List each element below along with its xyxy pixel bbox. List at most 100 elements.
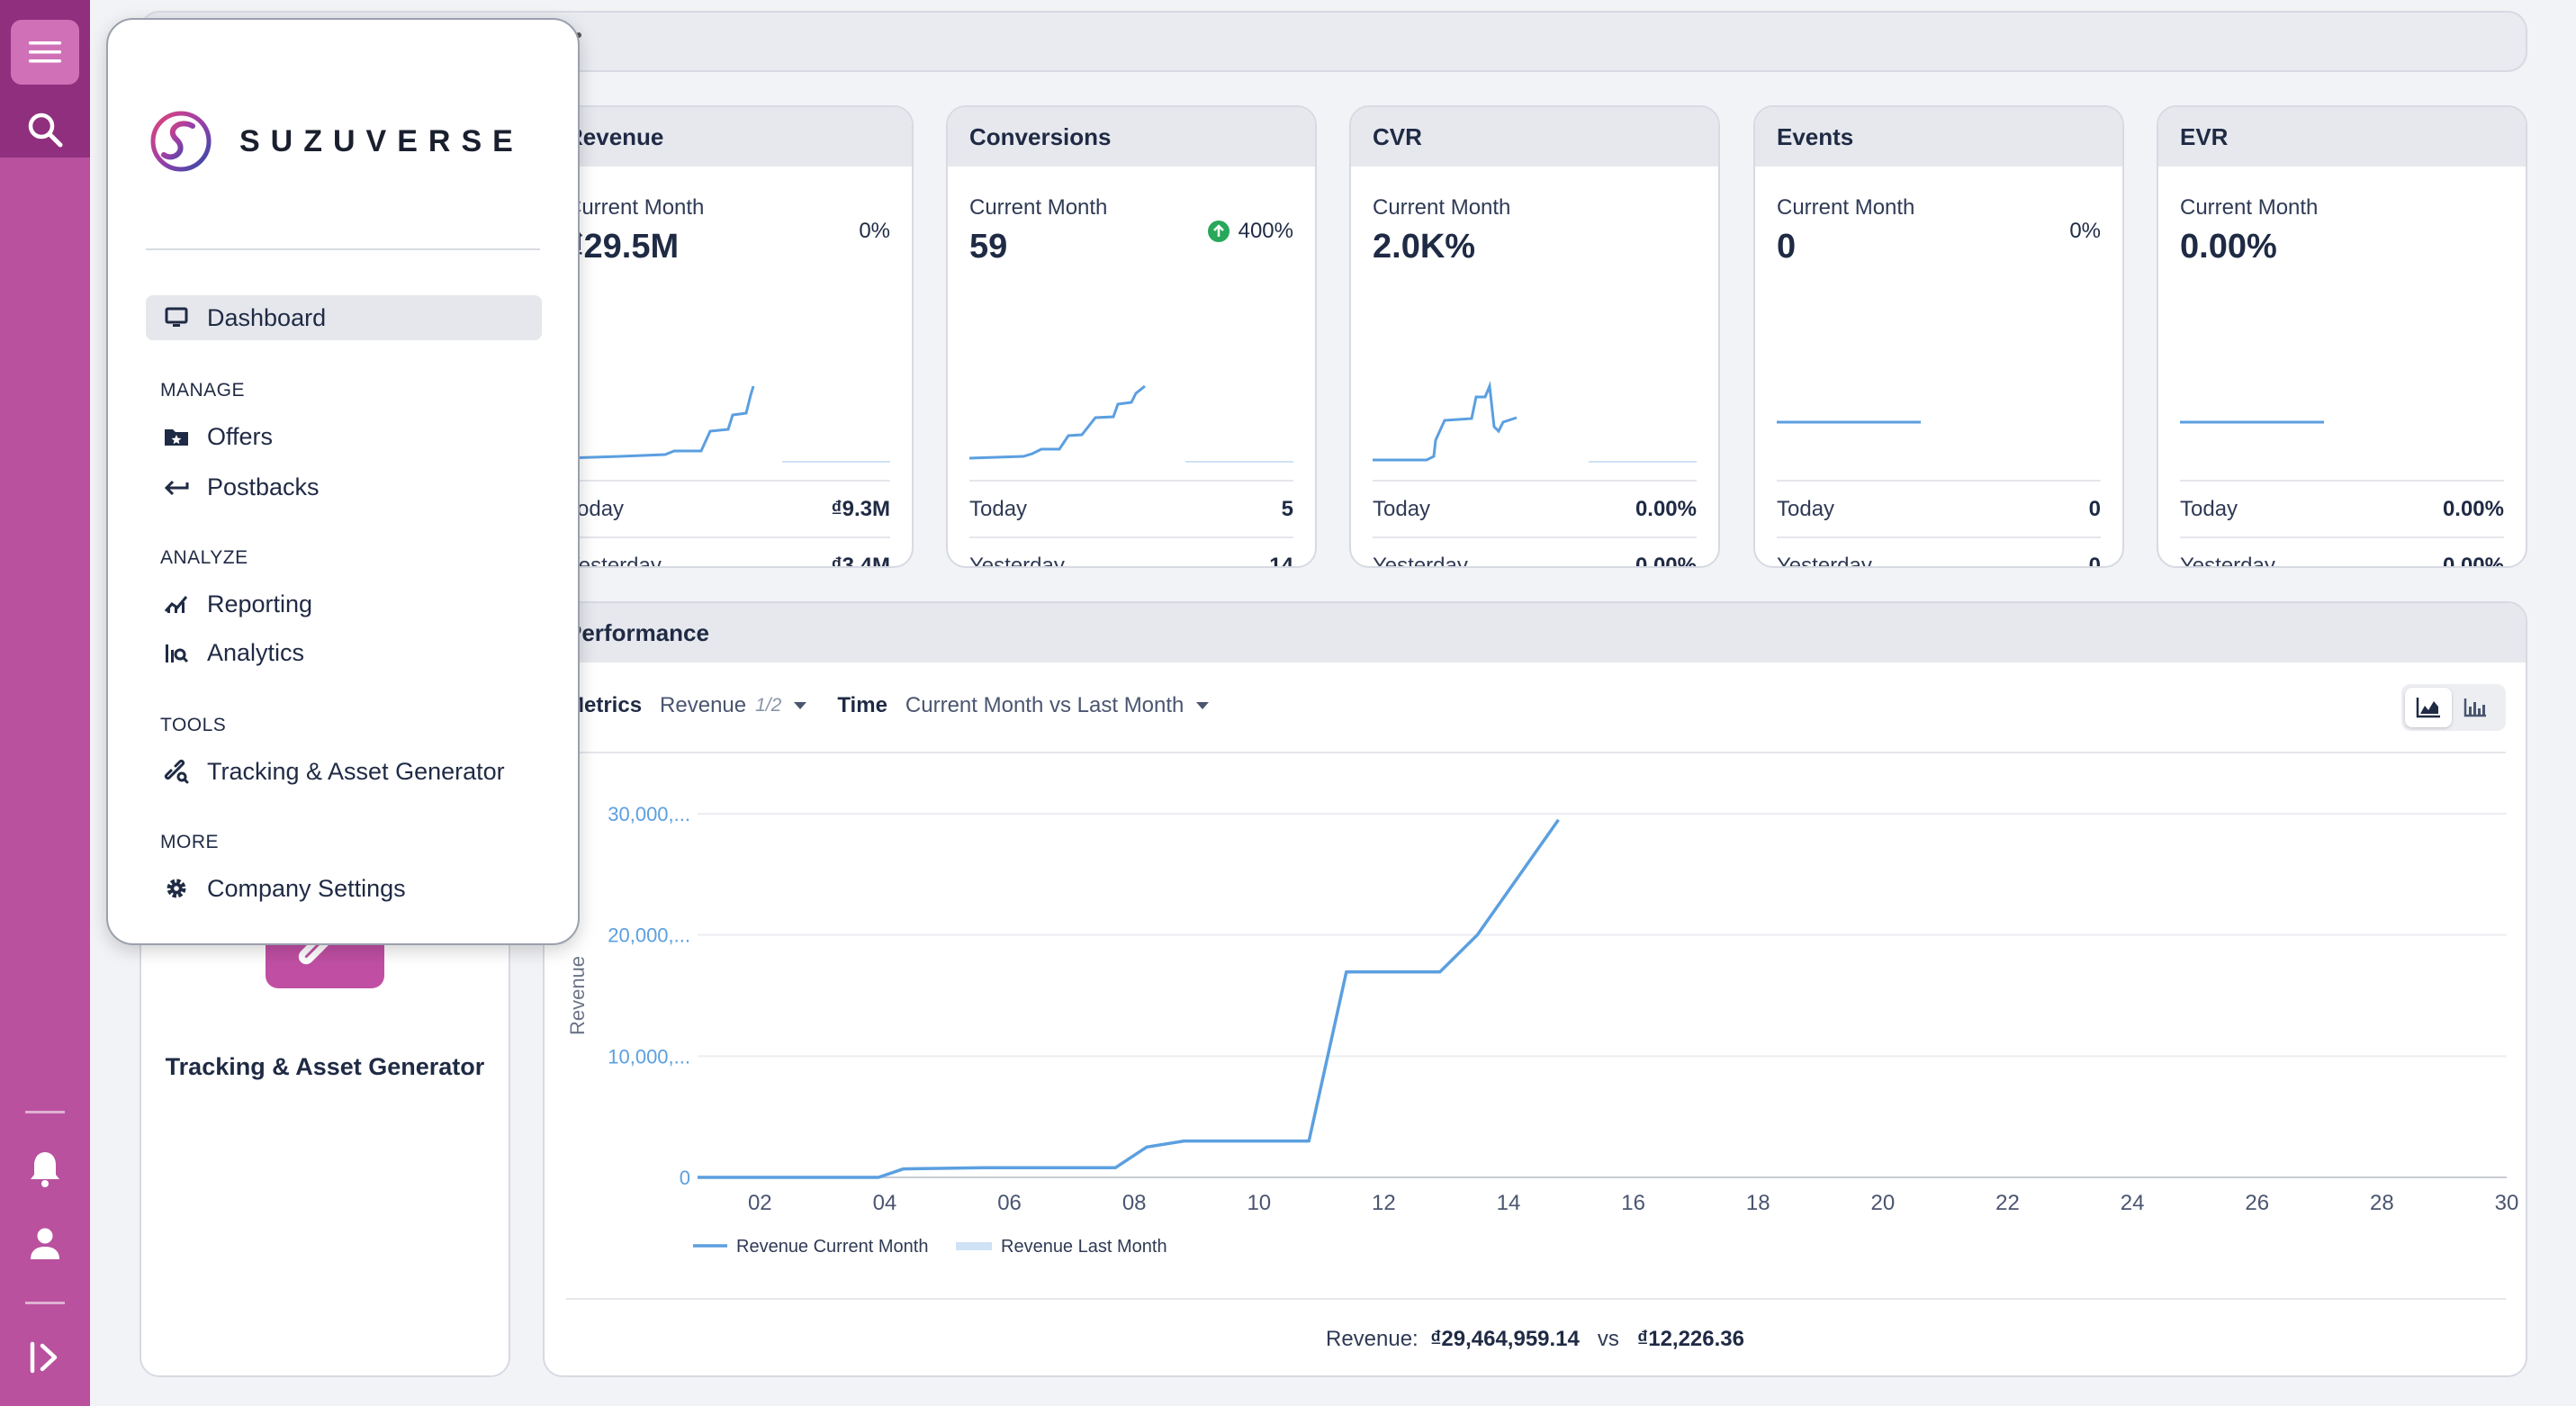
- metrics-select[interactable]: Revenue: [660, 693, 747, 717]
- reporting-icon: [162, 590, 191, 618]
- x-tick-label: 26: [2245, 1191, 2269, 1215]
- navigation-menu: SUZUVERSE Dashboard MANAGE Offers Postba…: [106, 18, 580, 945]
- current-month-value: ₫29.5M: [566, 228, 680, 266]
- y-tick-label: 10,000,...: [608, 1045, 690, 1068]
- kpi-row: Today ₫9.3M: [566, 480, 890, 536]
- hamburger-menu-icon[interactable]: [11, 20, 79, 85]
- tracking-asset-card[interactable]: Tracking & Asset Generator: [140, 873, 510, 1377]
- summary-current: ₫29,464,959.14: [1430, 1327, 1580, 1351]
- x-tick-label: 10: [1247, 1191, 1271, 1215]
- current-month-label: Current Month: [969, 195, 1108, 220]
- section-manage: MANAGE: [160, 380, 246, 401]
- kpi-card-title: CVR: [1351, 107, 1718, 167]
- menu-item-offers[interactable]: Offers: [146, 414, 542, 459]
- link-search-icon: [162, 757, 191, 786]
- menu-item-dashboard[interactable]: Dashboard: [146, 295, 542, 340]
- user-icon[interactable]: [11, 1212, 79, 1276]
- kpi-card-title: EVR: [2158, 107, 2526, 167]
- kpi-row: Today 0.00%: [2180, 480, 2504, 536]
- revenue-summary: Revenue: ₫29,464,959.14 vs ₫12,226.36: [1325, 1327, 1744, 1351]
- time-caret-icon[interactable]: [1196, 702, 1210, 709]
- gear-icon: [162, 874, 191, 903]
- sparkline: [1777, 420, 1921, 424]
- expand-sidebar-icon[interactable]: [11, 1325, 79, 1390]
- time-select[interactable]: Current Month vs Last Month: [905, 693, 1184, 717]
- metrics-caret-icon[interactable]: [794, 702, 807, 709]
- x-tick-label: 30: [2495, 1191, 2519, 1215]
- kpi-row: Today 5: [969, 480, 1293, 536]
- legend-label-last: Revenue Last Month: [1001, 1237, 1167, 1257]
- bell-icon[interactable]: [11, 1136, 79, 1201]
- performance-title: Performance: [545, 603, 2526, 662]
- legend-swatch-last: [956, 1242, 992, 1250]
- kpi-row: Today 0.00%: [1373, 480, 1697, 536]
- current-month-label: Current Month: [1373, 195, 1511, 220]
- kpi-card-title: Revenue: [545, 107, 912, 167]
- current-month-value: 0: [1777, 228, 1797, 266]
- menu-item-reporting[interactable]: Reporting: [146, 581, 542, 626]
- x-tick-label: 04: [873, 1191, 897, 1215]
- series-line-revenue-current-month: [698, 818, 1560, 1179]
- x-tick-label: 28: [2370, 1191, 2394, 1215]
- kpi-row: Today 0: [1777, 480, 2101, 536]
- kpi-row: Yesterday 0.00%: [1373, 536, 1697, 566]
- sparkline: [1373, 381, 1697, 463]
- y-axis-label: Revenue: [566, 956, 589, 1035]
- sparkline: [566, 385, 890, 463]
- menu-item-tracking[interactable]: Tracking & Asset Generator: [146, 749, 542, 794]
- section-analyze: ANALYZE: [160, 547, 248, 568]
- section-more: MORE: [160, 832, 219, 852]
- metrics-page: 1/2: [755, 695, 782, 716]
- change-indicator: 400%: [1207, 219, 1293, 244]
- x-tick-label: 06: [997, 1191, 1022, 1215]
- y-tick-label: 20,000,...: [608, 924, 690, 947]
- analytics-icon: [162, 638, 191, 667]
- chart-type-toggle: [2401, 684, 2506, 731]
- revenue-chart: 0 10,000,... 20,000,... 30,000,... Revenue 02…: [566, 803, 2519, 1257]
- kpi-row: Yesterday ₫3.4M: [566, 536, 890, 566]
- bar-chart-icon[interactable]: [2452, 688, 2499, 727]
- x-tick-label: 08: [1122, 1191, 1147, 1215]
- x-tick-label: 24: [2121, 1191, 2145, 1215]
- left-rail: [0, 0, 90, 1406]
- line-chart-icon[interactable]: [2405, 688, 2452, 727]
- current-month-value: 2.0K%: [1373, 228, 1476, 266]
- menu-item-analytics[interactable]: Analytics: [146, 630, 542, 675]
- menu-item-postbacks[interactable]: Postbacks: [146, 464, 542, 509]
- time-label: Time: [837, 693, 887, 717]
- kpi-card-conversions: Conversions Current Month 59 400% Today 5 Yest…: [946, 105, 1317, 568]
- x-tick-label: 02: [748, 1191, 772, 1215]
- kpi-row: Yesterday 0: [1777, 536, 2101, 566]
- menu-item-company-settings[interactable]: Company Settings: [146, 866, 542, 911]
- search-icon[interactable]: [11, 97, 79, 162]
- folder-star-icon: [162, 422, 191, 451]
- y-tick-label: 30,000,...: [608, 803, 690, 825]
- current-month-label: Current Month: [566, 195, 705, 220]
- x-tick-label: 18: [1746, 1191, 1770, 1215]
- current-month-label: Current Month: [1777, 195, 1915, 220]
- y-tick-label: 0: [680, 1167, 690, 1189]
- suzuverse-logo[interactable]: SUZUVERSE: [149, 110, 524, 173]
- sparkline: [2180, 420, 2324, 424]
- return-arrow-icon: [162, 473, 191, 501]
- tracking-asset-title: Tracking & Asset Generator: [165, 1053, 485, 1080]
- kpi-card-title: Events: [1755, 107, 2122, 167]
- x-tick-label: 12: [1372, 1191, 1396, 1215]
- x-tick-label: 20: [1871, 1191, 1896, 1215]
- change-indicator: 0%: [859, 219, 890, 243]
- performance-panel: Performance Metrics Revenue 1/2 Time Cur…: [543, 601, 2527, 1377]
- x-tick-label: 16: [1621, 1191, 1645, 1215]
- current-month-value: 59: [969, 228, 1008, 266]
- legend-label-current: Revenue Current Month: [736, 1237, 928, 1257]
- current-month-label: Current Month: [2180, 195, 2319, 220]
- current-month-value: 0.00%: [2180, 228, 2277, 266]
- logo-mark-icon: [150, 111, 212, 172]
- change-indicator: 0%: [2069, 219, 2101, 243]
- x-tick-label: 22: [1995, 1191, 2020, 1215]
- kpi-card-title: Conversions: [948, 107, 1315, 167]
- x-tick-label: 14: [1497, 1191, 1521, 1215]
